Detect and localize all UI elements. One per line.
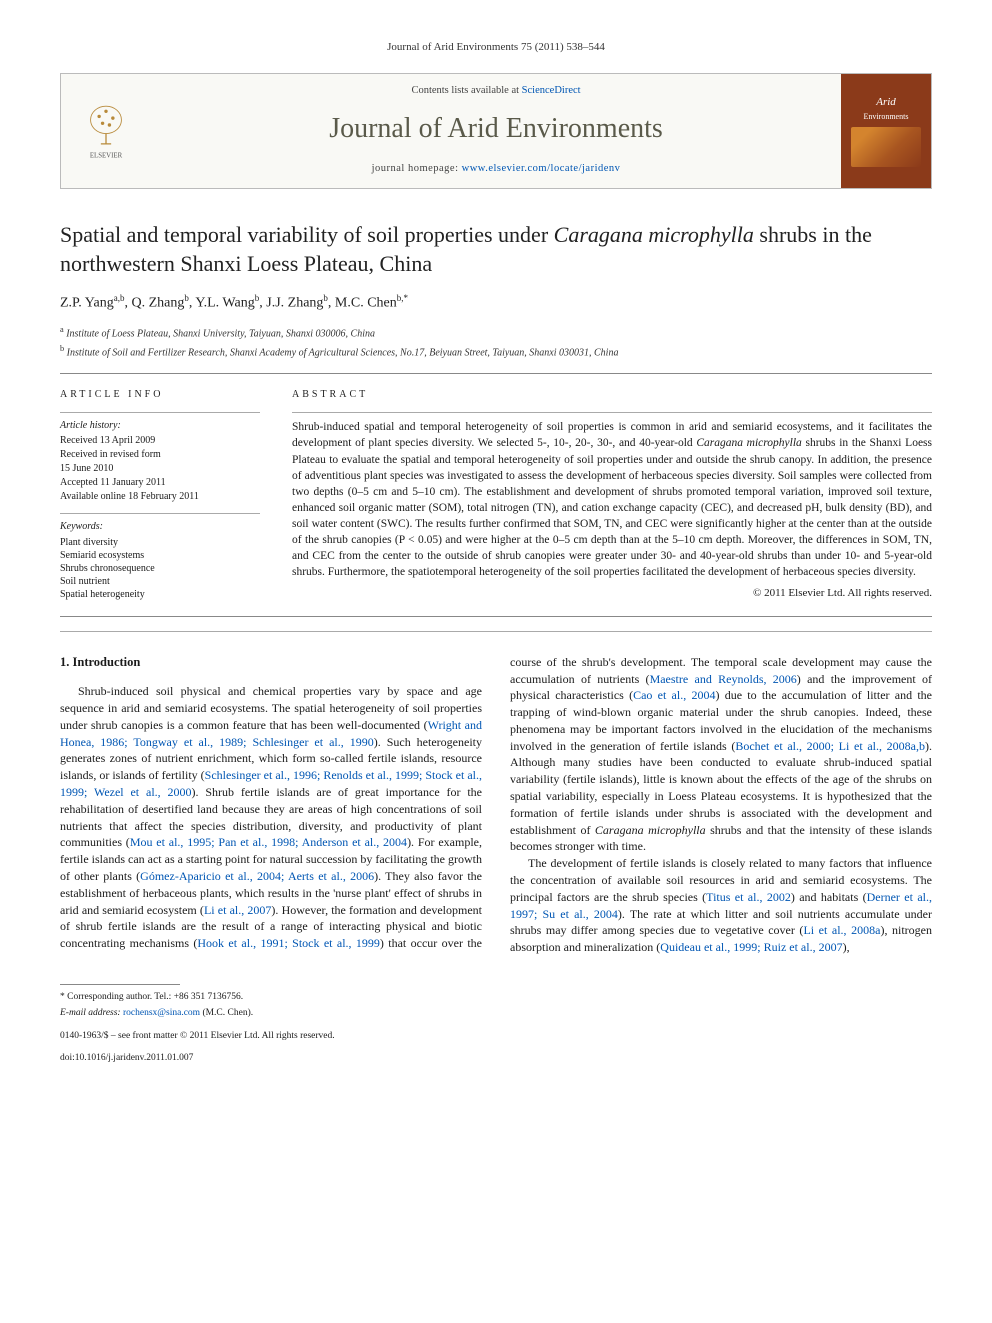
author: Q. Zhang [131,296,184,311]
author: M.C. Chen [335,296,397,311]
citation-link[interactable]: Cao et al., 2004 [633,688,715,702]
email-name: (M.C. Chen). [200,1008,253,1018]
cover-title: Arid [876,95,896,110]
masthead-center: Contents lists available at ScienceDirec… [151,74,841,188]
article-title: Spatial and temporal variability of soil… [60,221,932,278]
title-species: Caragana microphylla [554,222,754,247]
author-affil-sup: b,* [397,293,408,303]
abstract-text: Shrub-induced spatial and temporal heter… [292,419,932,580]
abs-species: Caragana microphylla [696,437,801,449]
author: J.J. Zhang [266,296,323,311]
cover-map-graphic [851,127,921,167]
keyword-item: Semiarid ecosystems [60,549,260,562]
svg-text:ELSEVIER: ELSEVIER [90,152,123,159]
cover-subtitle: Environments [864,112,909,123]
citation-link[interactable]: Quideau et al., 1999; Ruiz et al., 2007 [660,940,842,954]
history-item: Received 13 April 2009 [60,434,260,447]
authors-line: Z.P. Yanga,b, Q. Zhangb, Y.L. Wangb, J.J… [60,292,932,314]
history-label: Article history: [60,419,260,433]
t: ), [843,940,850,954]
article-info-heading: ARTICLE INFO [60,388,260,402]
affiliation: b Institute of Soil and Fertilizer Resea… [60,343,932,360]
abstract-box: ABSTRACT Shrub-induced spatial and tempo… [292,388,932,601]
affiliation: a Institute of Loess Plateau, Shanxi Uni… [60,324,932,341]
keyword-item: Soil nutrient [60,575,260,588]
corr-email-link[interactable]: rochensx@sina.com [123,1008,200,1018]
doi-line: doi:10.1016/j.jaridenv.2011.01.007 [60,1052,335,1065]
history-item: Received in revised form [60,448,260,461]
contents-prefix: Contents lists available at [411,85,521,96]
author-affil-sup: b [323,293,328,303]
section-1-heading: 1. Introduction [60,654,482,672]
citation-link[interactable]: Titus et al., 2002 [706,890,791,904]
keyword-item: Shrubs chronosequence [60,562,260,575]
page-footer: * Corresponding author. Tel.: +86 351 71… [60,984,932,1065]
keywords-label: Keywords: [60,520,260,534]
keyword-item: Spatial heterogeneity [60,588,260,601]
keyword-item: Plant diversity [60,536,260,549]
species-name: Caragana microphylla [595,823,706,837]
abstract-heading: ABSTRACT [292,388,932,402]
info-rule-2 [60,513,260,514]
article-info-box: ARTICLE INFO Article history: Received 1… [60,388,260,601]
citation-link[interactable]: Li et al., 2007 [204,903,271,917]
history-item: Available online 18 February 2011 [60,490,260,503]
corr-email-line: E-mail address: rochensx@sina.com (M.C. … [60,1007,335,1020]
citation-link[interactable]: Hook et al., 1991; Stock et al., 1999 [197,936,380,950]
corr-tel: +86 351 7136756. [174,992,243,1002]
abstract-rule [292,412,932,413]
corresponding-author: * Corresponding author. Tel.: +86 351 71… [60,991,335,1004]
sciencedirect-link[interactable]: ScienceDirect [522,85,581,96]
citation-link[interactable]: Li et al., 2008a [803,923,880,937]
history-item: 15 June 2010 [60,462,260,475]
header-citation: Journal of Arid Environments 75 (2011) 5… [60,40,932,55]
corr-label: * Corresponding author. Tel.: [60,992,174,1002]
citation-link[interactable]: Mou et al., 1995; Pan et al., 1998; Ande… [130,835,407,849]
t: ) and habitats ( [791,890,867,904]
journal-name: Journal of Arid Environments [151,110,841,148]
author-affil-sup: a,b [114,293,125,303]
elsevier-tree-icon: ELSEVIER [76,101,136,161]
info-abstract-row: ARTICLE INFO Article history: Received 1… [60,388,932,601]
citation-link[interactable]: Gómez-Aparicio et al., 2004; Aerts et al… [140,869,374,883]
journal-homepage-link[interactable]: www.elsevier.com/locate/jaridenv [462,163,621,174]
rule-thin [60,631,932,632]
footnote-rule [60,984,180,985]
history-item: Accepted 11 January 2011 [60,476,260,489]
author-affil-sup: b [184,293,189,303]
issn-line: 0140-1963/$ – see front matter © 2011 El… [60,1030,335,1043]
journal-cover-thumb: Arid Environments [841,74,931,188]
citation-link[interactable]: Maestre and Reynolds, 2006 [650,672,797,686]
intro-paragraph-2: The development of fertile islands is cl… [510,855,932,956]
affiliations: a Institute of Loess Plateau, Shanxi Uni… [60,324,932,360]
contents-available-line: Contents lists available at ScienceDirec… [151,84,841,98]
article-body: 1. Introduction Shrub-induced soil physi… [60,654,932,956]
author: Z.P. Yang [60,296,114,311]
citation-link[interactable]: Bochet et al., 2000; Li et al., 2008a,b [735,739,925,753]
homepage-prefix: journal homepage: [372,163,462,174]
abstract-copyright: © 2011 Elsevier Ltd. All rights reserved… [292,586,932,601]
publisher-logo-box: ELSEVIER [61,74,151,188]
title-pre: Spatial and temporal variability of soil… [60,222,554,247]
journal-masthead: ELSEVIER Contents lists available at Sci… [60,73,932,189]
author-affil-sup: b [255,293,260,303]
t: Shrub-induced soil physical and chemical… [60,684,482,732]
author: Y.L. Wang [195,296,254,311]
info-rule [60,412,260,413]
abs-post: shrubs in the Shanxi Loess Plateau to ev… [292,437,932,578]
email-label: E-mail address: [60,1008,123,1018]
rule-bottom [60,616,932,617]
footer-left: * Corresponding author. Tel.: +86 351 71… [60,984,335,1065]
journal-homepage-line: journal homepage: www.elsevier.com/locat… [151,162,841,176]
rule-top [60,373,932,374]
